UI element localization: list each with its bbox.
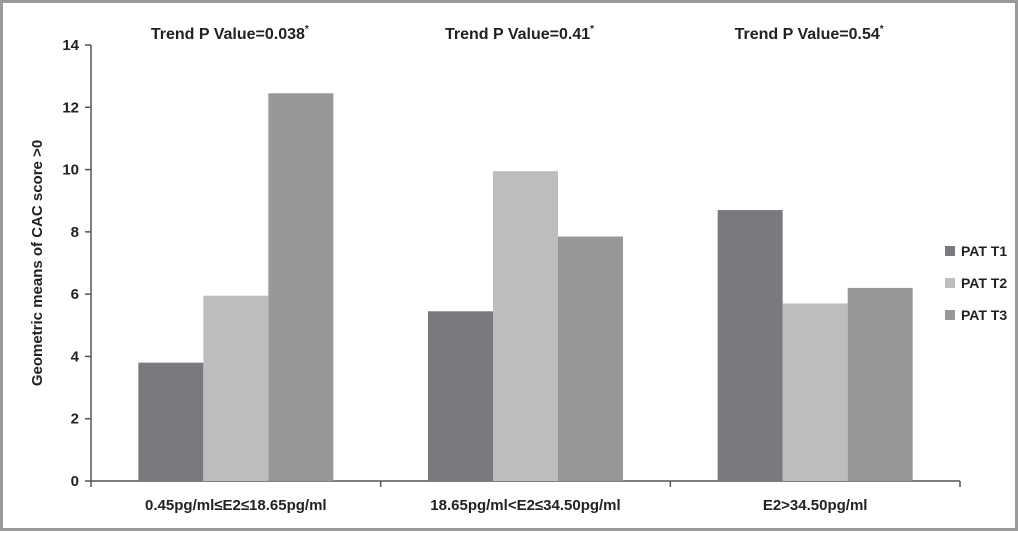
legend-swatch xyxy=(945,310,955,320)
y-tick-label: 4 xyxy=(71,348,80,365)
bar xyxy=(268,93,334,482)
y-tick-label: 12 xyxy=(62,99,79,116)
bar xyxy=(138,362,204,481)
y-tick-label: 2 xyxy=(71,411,79,428)
bar xyxy=(847,287,913,481)
x-tick-label: E2>34.50pg/ml xyxy=(763,497,868,514)
x-tick-label: 0.45pg/ml≤E2≤18.65pg/ml xyxy=(145,497,327,514)
legend: PAT T1 PAT T2 PAT T3 xyxy=(945,243,1007,323)
y-tick-label: 0 xyxy=(71,473,79,490)
bar xyxy=(717,210,783,482)
legend-swatch xyxy=(945,278,955,288)
trend-annotation: Trend P Value=0.41* xyxy=(445,24,594,43)
y-axis-title: Geometric means of CAC score >0 xyxy=(29,140,46,386)
trend-annotation: Trend P Value=0.54* xyxy=(735,24,884,43)
legend-label: PAT T1 xyxy=(961,243,1007,259)
bar xyxy=(558,236,623,481)
y-tick-label: 10 xyxy=(62,162,79,179)
legend-swatch xyxy=(945,246,955,256)
bar xyxy=(782,303,848,481)
bars xyxy=(138,93,913,482)
y-tick-label: 14 xyxy=(62,37,79,54)
y-tick-label: 6 xyxy=(71,286,79,303)
bar xyxy=(493,171,558,481)
bar xyxy=(428,311,493,481)
bar-chart: 0 2 4 6 8 10 12 14 Geometric means of CAC score … xyxy=(29,24,1007,514)
bar xyxy=(203,295,269,481)
labels: 0.45pg/ml≤E2≤18.65pg/ml Trend P Value=0.0… xyxy=(145,24,884,514)
y-tick-label: 8 xyxy=(71,224,79,241)
legend-label: PAT T3 xyxy=(961,307,1007,323)
legend-label: PAT T2 xyxy=(961,275,1007,291)
x-tick-label: 18.65pg/ml<E2≤34.50pg/ml xyxy=(430,497,620,514)
trend-annotation: Trend P Value=0.038* xyxy=(151,24,309,43)
